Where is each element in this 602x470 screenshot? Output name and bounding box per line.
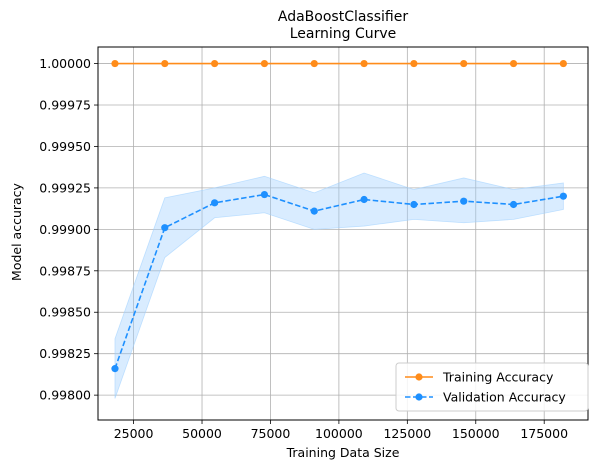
chart-title-line2: Learning Curve — [290, 26, 397, 42]
legend-swatch-validation-marker — [415, 393, 423, 401]
band-1 — [114, 172, 564, 399]
legend-swatch-training-marker — [415, 373, 423, 381]
series-0-point — [111, 59, 119, 68]
series-1-point — [310, 207, 318, 215]
series-0-point — [509, 59, 518, 68]
x-tick-label: 175000 — [520, 426, 568, 441]
series-0-point — [559, 59, 567, 68]
y-tick-label: 0.99900 — [39, 222, 91, 237]
x-tick-label: 25000 — [114, 426, 154, 441]
series-lines — [114, 62, 564, 369]
legend-label-training: Training Accuracy — [442, 370, 554, 385]
y-axis-ticks: 0.99800 0.99825 0.99850 0.99875 0.99900 0.999… — [39, 56, 98, 403]
series-1-point — [410, 200, 418, 209]
x-tick-label: 100000 — [315, 426, 363, 441]
series-points — [111, 59, 567, 373]
series-0-point — [360, 59, 368, 68]
x-tick-label: 125000 — [383, 426, 431, 441]
y-tick-label: 0.99825 — [39, 346, 91, 361]
plot-frame — [97, 46, 589, 421]
y-tick-label: 0.99975 — [39, 98, 91, 113]
y-tick-label: 0.99925 — [39, 180, 91, 195]
x-tick-label: 150000 — [452, 426, 500, 441]
x-tick-label: 50000 — [182, 426, 222, 441]
series-1-point — [111, 365, 119, 373]
y-tick-label: 0.99850 — [39, 305, 91, 320]
series-0-point — [310, 59, 318, 68]
series-0-point — [410, 59, 418, 68]
y-axis-label: Model accuracy — [9, 182, 24, 281]
legend-box — [395, 362, 589, 412]
series-1-point — [260, 190, 269, 199]
legend: Training Accuracy Validation Accuracy — [395, 362, 589, 412]
validation-confidence-band — [114, 172, 564, 399]
series-0-point — [260, 59, 269, 68]
series-1-point — [559, 192, 567, 200]
x-tick-label: 75000 — [251, 426, 291, 441]
x-axis-ticks: 25000 50000 75000 100000 125000 150000 175000 — [114, 420, 568, 441]
series-0-point — [211, 59, 219, 68]
series-1-point — [360, 195, 368, 204]
series-1-point — [509, 200, 518, 209]
series-line-1 — [114, 193, 564, 369]
series-1-point — [460, 197, 468, 205]
y-tick-label: 0.99950 — [39, 139, 91, 154]
series-1-point — [161, 224, 169, 232]
chart-title-line1: AdaBoostClassifier — [278, 9, 408, 25]
y-tick-label: 0.99800 — [39, 388, 91, 403]
legend-label-validation: Validation Accuracy — [443, 390, 566, 405]
series-1-point — [211, 199, 219, 207]
y-tick-label: 1.00000 — [39, 56, 91, 71]
series-0-point — [460, 59, 468, 68]
x-axis-label: Training Data Size — [286, 445, 400, 460]
series-0-point — [161, 59, 169, 68]
y-tick-label: 0.99875 — [39, 263, 91, 278]
